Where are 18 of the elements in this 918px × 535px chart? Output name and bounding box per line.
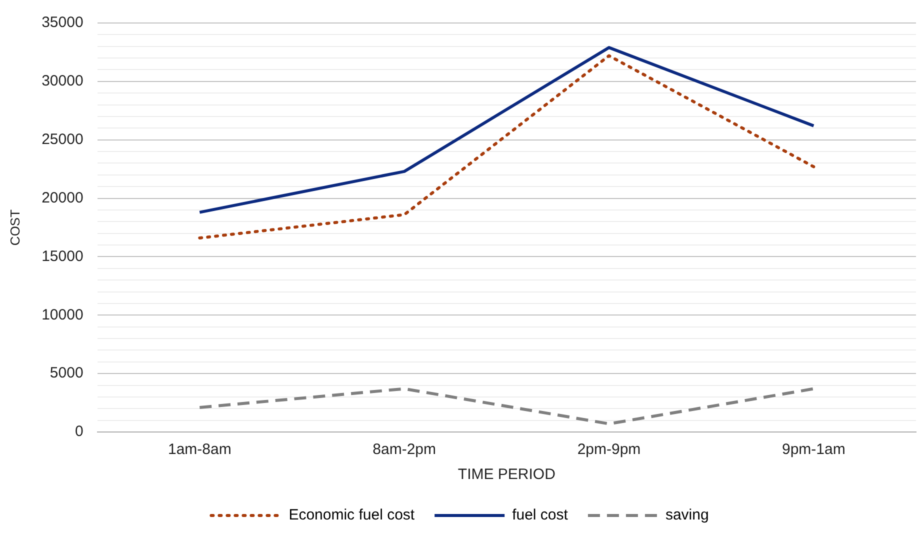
legend-label: Economic fuel cost <box>288 506 416 524</box>
legend-label: fuel cost <box>512 506 569 524</box>
legend-label: saving <box>665 506 709 524</box>
x-tick-label: 9pm-1am <box>782 441 846 458</box>
y-tick-label: 35000 <box>42 14 84 32</box>
y-tick-label: 5000 <box>50 364 84 382</box>
x-tick-label: 1am-8am <box>168 441 232 458</box>
line-series <box>198 54 816 240</box>
y-tick-label: 30000 <box>42 72 84 90</box>
x-axis-title: TIME PERIOD <box>458 466 556 484</box>
x-tick-label: 8am-2pm <box>372 441 436 458</box>
y-tick-label: 20000 <box>42 189 84 206</box>
y-tick-label: 0 <box>74 423 84 440</box>
y-tick-label: 25000 <box>42 131 84 148</box>
y-tick-label: 10000 <box>42 306 84 324</box>
y-axis-title: COST <box>7 209 22 246</box>
y-tick-label: 15000 <box>42 248 84 265</box>
x-tick-label: 2pm-9pm <box>577 441 641 458</box>
